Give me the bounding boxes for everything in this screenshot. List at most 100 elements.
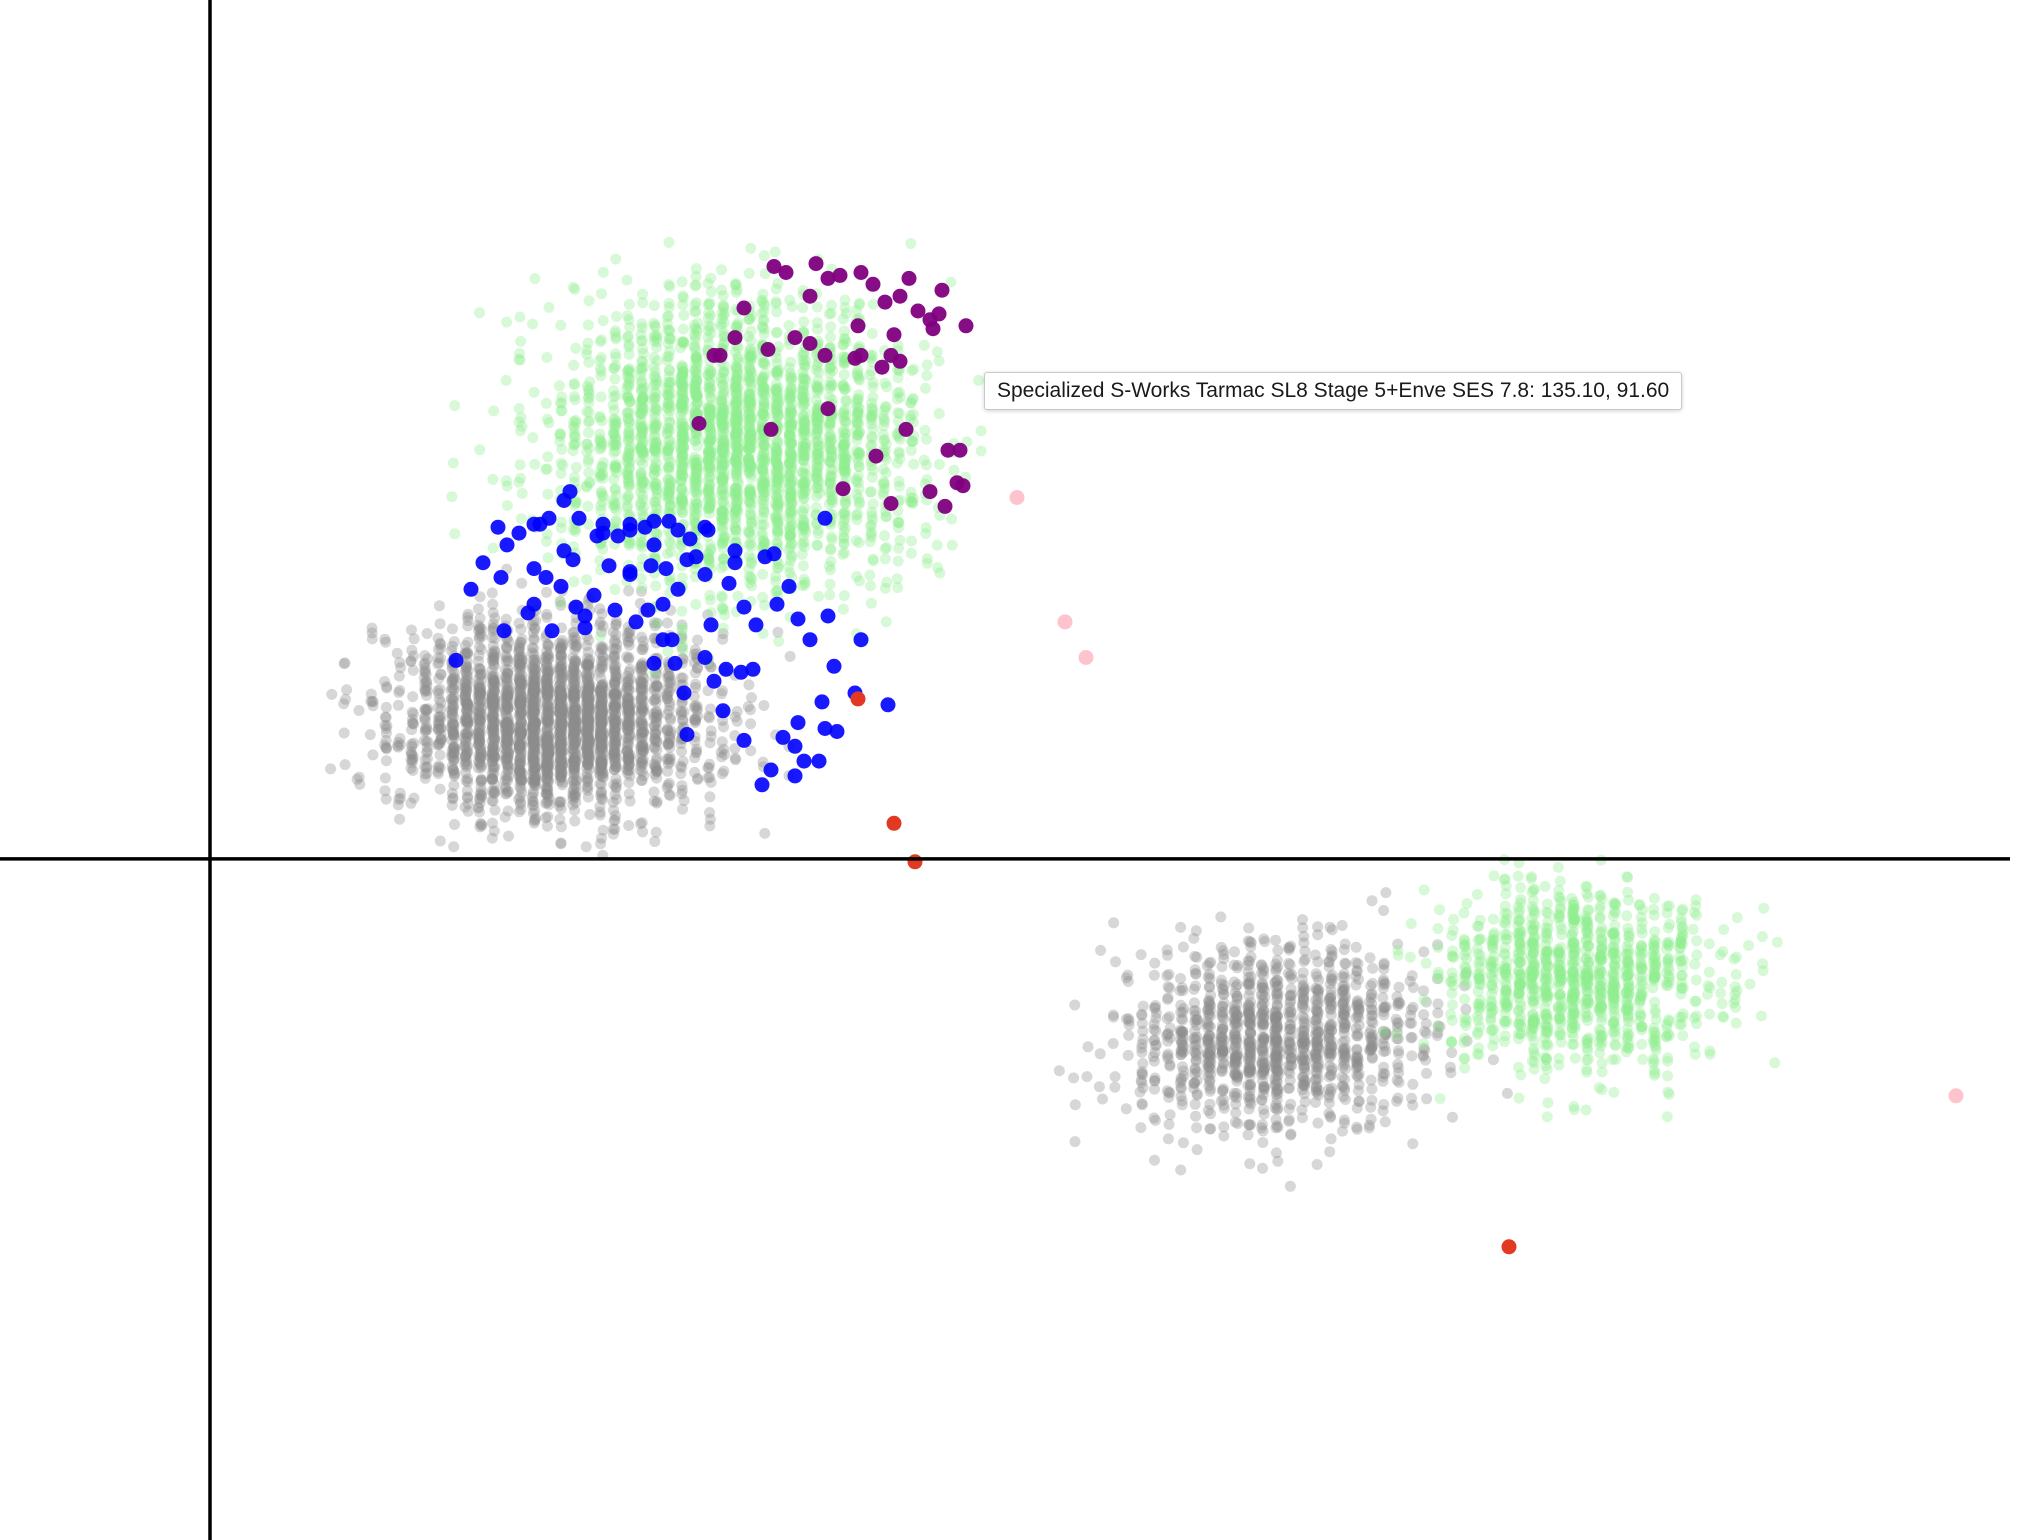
data-point[interactable] [529, 805, 541, 817]
data-point[interactable] [475, 669, 487, 681]
data-point[interactable] [596, 786, 607, 798]
data-point[interactable] [529, 771, 541, 783]
data-point[interactable] [1175, 1164, 1187, 1176]
data-point[interactable] [581, 714, 593, 726]
data-point[interactable] [1406, 1050, 1418, 1062]
data-point[interactable] [499, 718, 511, 730]
data-point[interactable] [1418, 946, 1430, 958]
data-point[interactable] [636, 631, 648, 643]
data-point[interactable] [718, 743, 730, 755]
data-point[interactable] [568, 720, 580, 731]
data-point[interactable] [1323, 1071, 1335, 1083]
data-point[interactable] [1218, 988, 1230, 1000]
data-point[interactable] [341, 684, 353, 696]
data-point[interactable] [595, 672, 607, 684]
data-point[interactable] [1191, 1066, 1203, 1078]
data-point[interactable] [1243, 979, 1255, 991]
data-point[interactable] [501, 716, 513, 728]
data-point[interactable] [1122, 1013, 1134, 1025]
data-point[interactable] [1352, 1071, 1364, 1083]
data-point[interactable] [1392, 1000, 1404, 1012]
data-point[interactable] [1339, 938, 1351, 950]
data-point[interactable] [677, 323, 689, 335]
data-point[interactable] [597, 748, 609, 760]
data-point[interactable] [1366, 1052, 1378, 1064]
data-point[interactable] [486, 695, 498, 707]
data-point[interactable] [446, 623, 458, 635]
data-point[interactable] [1218, 1130, 1230, 1142]
data-point[interactable] [380, 701, 392, 713]
data-point[interactable] [528, 685, 540, 697]
data-point[interactable] [487, 743, 499, 755]
data-point[interactable] [472, 802, 484, 814]
data-point[interactable] [527, 724, 539, 736]
data-point[interactable] [1148, 969, 1160, 981]
data-point[interactable] [541, 611, 553, 623]
data-point[interactable] [731, 706, 743, 717]
data-point[interactable] [1243, 1016, 1255, 1028]
data-point[interactable] [1366, 1094, 1378, 1106]
data-point[interactable] [555, 319, 567, 331]
data-point[interactable] [1323, 1107, 1335, 1119]
data-point[interactable] [568, 707, 579, 719]
data-point[interactable] [704, 791, 716, 803]
data-point[interactable] [729, 752, 741, 764]
data-point[interactable] [1366, 998, 1378, 1010]
data-point[interactable] [475, 741, 487, 753]
data-point[interactable] [527, 733, 539, 745]
data-point[interactable] [597, 315, 609, 327]
data-point[interactable] [675, 672, 687, 684]
data-point[interactable] [1446, 1047, 1458, 1059]
data-point[interactable] [527, 670, 539, 682]
data-point[interactable] [528, 695, 540, 707]
data-point[interactable] [608, 710, 620, 722]
data-point[interactable] [420, 704, 432, 716]
data-point[interactable] [515, 726, 527, 737]
data-point[interactable] [448, 770, 460, 782]
data-point[interactable] [515, 698, 527, 710]
data-point[interactable] [569, 712, 581, 724]
data-point[interactable] [1323, 1027, 1335, 1039]
data-point[interactable] [1258, 1018, 1270, 1030]
data-point[interactable] [540, 760, 552, 772]
data-point[interactable] [1177, 1042, 1189, 1054]
data-point[interactable] [595, 838, 607, 850]
data-point[interactable] [583, 751, 594, 763]
data-point[interactable] [486, 587, 498, 599]
data-point[interactable] [731, 715, 743, 727]
data-point[interactable] [541, 744, 553, 755]
data-point[interactable] [690, 678, 702, 690]
data-point[interactable] [516, 633, 528, 645]
data-point[interactable] [1393, 981, 1405, 993]
data-point[interactable] [1406, 1092, 1417, 1104]
data-point[interactable] [540, 397, 552, 409]
data-point[interactable] [1284, 1180, 1296, 1192]
data-point[interactable] [554, 595, 566, 607]
data-point[interactable] [501, 699, 513, 711]
data-point[interactable] [730, 754, 742, 766]
data-point[interactable] [610, 619, 622, 631]
data-point[interactable] [1364, 952, 1376, 964]
data-point[interactable] [340, 693, 351, 705]
data-point[interactable] [622, 698, 634, 710]
data-point[interactable] [1313, 1058, 1325, 1070]
data-point[interactable] [1244, 1049, 1256, 1061]
data-point[interactable] [1312, 1019, 1324, 1031]
data-point[interactable] [570, 733, 582, 744]
data-point[interactable] [487, 773, 498, 785]
data-point[interactable] [515, 767, 527, 779]
data-point[interactable] [783, 320, 795, 331]
data-point[interactable] [515, 756, 526, 768]
data-point[interactable] [527, 795, 539, 807]
data-point[interactable] [515, 728, 527, 740]
data-point[interactable] [594, 745, 606, 757]
data-point[interactable] [502, 689, 514, 701]
data-point[interactable] [419, 683, 431, 695]
data-point[interactable] [460, 735, 472, 747]
data-point[interactable] [1323, 956, 1335, 968]
data-point[interactable] [354, 778, 366, 790]
data-point[interactable] [637, 297, 649, 309]
data-point[interactable] [1136, 1038, 1148, 1050]
data-point[interactable] [555, 744, 567, 756]
data-point[interactable] [462, 636, 474, 648]
